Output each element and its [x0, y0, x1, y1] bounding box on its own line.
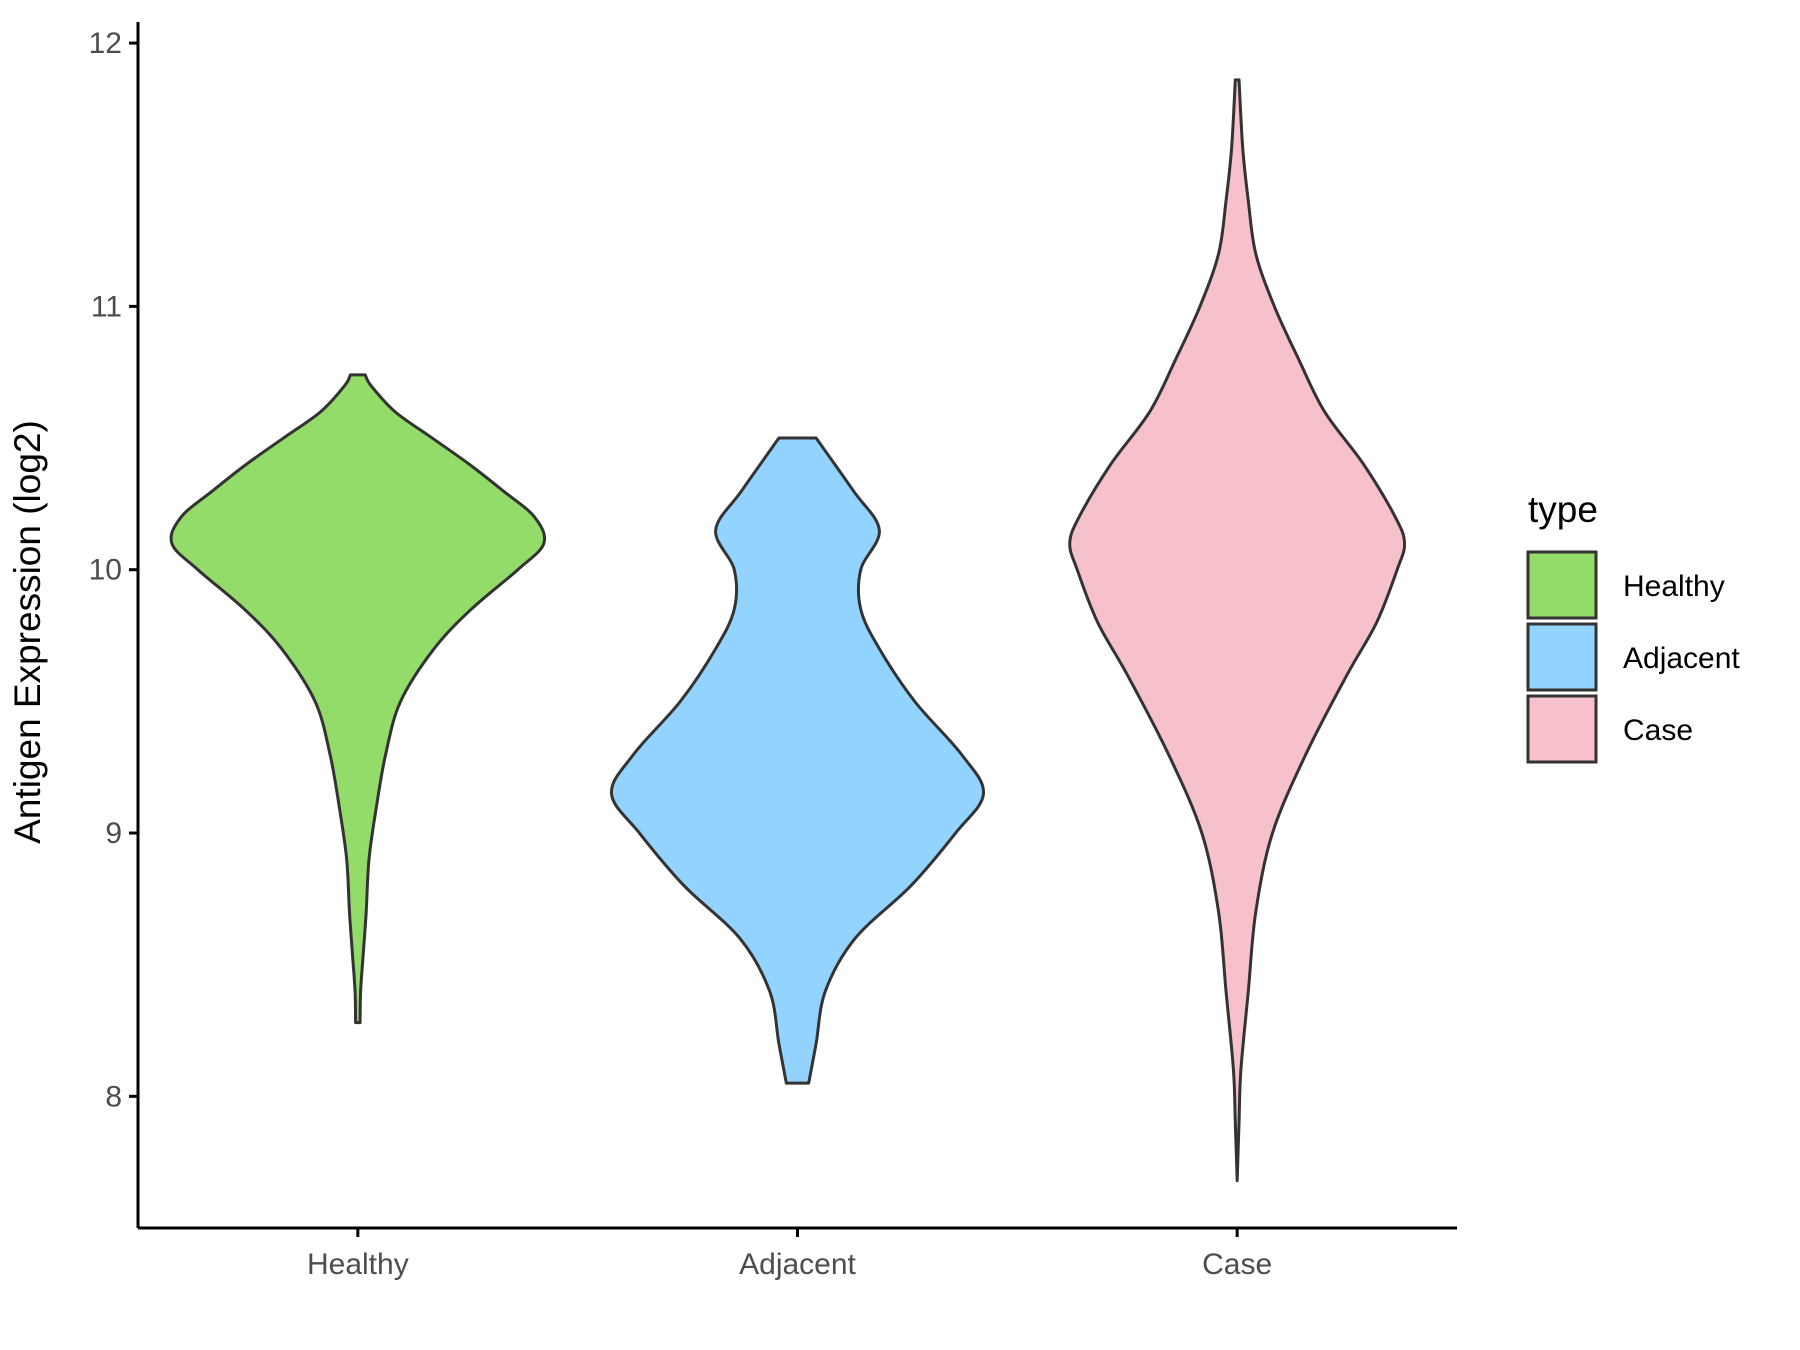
violin-healthy	[169, 373, 547, 1025]
y-tick-label: 12	[89, 27, 122, 60]
x-tick-label: Healthy	[307, 1248, 409, 1281]
x-tick-label: Adjacent	[739, 1248, 856, 1281]
x-tick-label: Case	[1202, 1248, 1272, 1281]
legend-label-adjacent: Adjacent	[1623, 642, 1740, 675]
y-tick-label: 10	[89, 554, 122, 587]
legend-label-case: Case	[1623, 714, 1693, 747]
legend-title: type	[1528, 489, 1598, 530]
y-axis-ticks: 8 9 10 11 12	[89, 27, 138, 1113]
legend-key-case	[1526, 694, 1598, 764]
legend: type Healthy Adjacent Case	[1526, 489, 1740, 764]
legend-key-healthy	[1526, 550, 1598, 620]
legend-key-adjacent	[1526, 622, 1598, 692]
violin-layer	[169, 78, 1407, 1183]
legend-label-healthy: Healthy	[1623, 570, 1725, 603]
violin-adjacent	[609, 436, 986, 1085]
y-tick-label: 8	[105, 1080, 122, 1113]
y-tick-label: 11	[91, 290, 122, 323]
violin-case	[1068, 78, 1407, 1183]
y-axis-title: Antigen Expression (log2)	[7, 420, 48, 844]
y-tick-label: 9	[105, 817, 122, 850]
x-axis-ticks: Healthy Adjacent Case	[307, 1228, 1272, 1281]
